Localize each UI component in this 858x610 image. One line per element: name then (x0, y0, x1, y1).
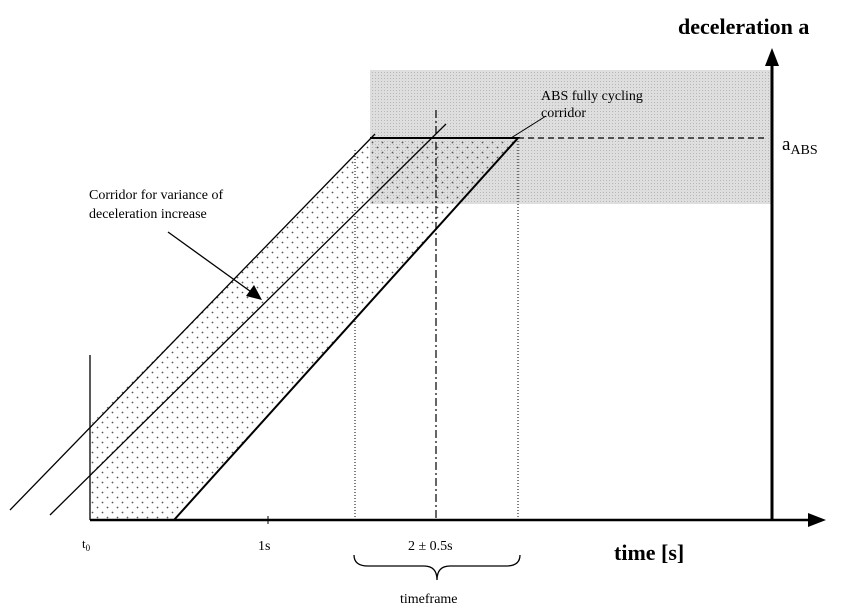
abs-label-leader (510, 115, 547, 139)
upper-corridor-line (9, 133, 376, 511)
y-axis-title: deceleration a (678, 14, 809, 39)
t0-label: t0 (82, 536, 91, 553)
abs-corridor-label-line2: corridor (541, 106, 586, 121)
middle-corridor-line (49, 123, 447, 516)
x-axis-arrow-icon (808, 513, 826, 527)
two-seconds-label: 2 ± 0.5s (408, 539, 453, 554)
one-second-label: 1s (258, 539, 270, 554)
y-axis-arrow-icon (765, 48, 779, 66)
variance-corridor-fill (90, 138, 518, 520)
variance-corridor-label-line2: deceleration increase (89, 207, 207, 222)
abs-corridor-label-line1: ABS fully cycling (541, 89, 643, 104)
x-axis-title: time [s] (614, 540, 684, 565)
variance-pointer-line (167, 231, 255, 295)
variance-corridor-label-line1: Corridor for variance of (89, 188, 223, 203)
timeframe-brace (353, 554, 521, 581)
timeframe-label: timeframe (400, 592, 458, 607)
a-abs-label: aABS (782, 134, 818, 158)
variance-pointer-arrowhead-icon (246, 285, 262, 300)
